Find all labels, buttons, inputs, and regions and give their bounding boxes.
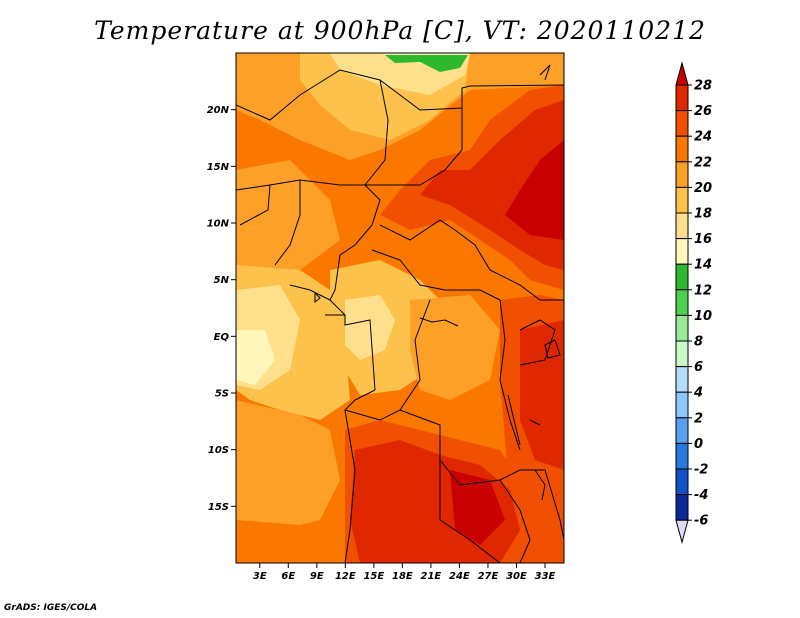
colorbar-label: 14 <box>694 258 712 273</box>
colorbar-swatch <box>675 494 689 521</box>
lat-label: 15S <box>208 502 229 513</box>
colorbar-swatch <box>675 263 689 291</box>
colorbar-swatch <box>675 340 689 368</box>
colorbar-swatch <box>675 468 689 496</box>
lon-label: 15E <box>363 571 384 582</box>
country-borders <box>236 64 564 563</box>
colorbar-label: 6 <box>694 360 703 375</box>
colorbar-label: -4 <box>694 488 708 503</box>
map-frame <box>235 52 565 564</box>
colorbar-swatch <box>675 417 689 444</box>
colorbar-swatch <box>675 314 689 342</box>
lon-label: 21E <box>421 571 442 582</box>
lat-label: 5S <box>215 389 229 400</box>
colorbar-bottom-triangle <box>675 519 689 545</box>
lon-label: 12E <box>335 571 356 582</box>
colorbar-label: 26 <box>694 104 712 119</box>
colorbar-label: 24 <box>694 130 712 145</box>
longitude-axis: 3E 6E 9E 12E 15E 18E 21E 24E 27E 30E 33E <box>253 563 556 582</box>
colorbar-label: 2 <box>694 411 703 426</box>
credit-text: GrADS: IGES/COLA <box>4 603 98 613</box>
colorbar-label: 8 <box>694 335 703 350</box>
colorbar-label: 0 <box>694 437 703 452</box>
colorbar-swatch <box>675 135 689 163</box>
colorbar-label: 20 <box>694 181 712 196</box>
colorbar-swatch <box>675 289 689 316</box>
lat-label: 10N <box>207 219 230 230</box>
colorbar-label: 18 <box>694 207 712 222</box>
colorbar-label: 10 <box>694 309 712 324</box>
map-title: Temperature at 900hPa [C], VT: 202011021… <box>94 16 706 45</box>
lon-label: 18E <box>392 571 413 582</box>
lat-label: 15N <box>207 162 230 173</box>
lon-label: 6E <box>281 571 295 582</box>
lon-label: 9E <box>310 571 324 582</box>
lon-label: 3E <box>253 571 267 582</box>
temperature-field <box>236 53 564 563</box>
lon-label: 24E <box>449 571 470 582</box>
lat-label: 10S <box>208 445 229 456</box>
colorbar-label: 28 <box>694 79 712 94</box>
lat-label: 5N <box>214 275 230 286</box>
colorbar-swatch <box>675 186 689 214</box>
lon-label: 27E <box>478 571 499 582</box>
colorbar-label: 22 <box>694 155 712 170</box>
lat-label: EQ <box>214 332 230 343</box>
colorbar-swatch <box>675 84 689 112</box>
colorbar-label: 16 <box>694 232 712 247</box>
colorbar-swatch <box>675 238 689 265</box>
colorbar-label: 12 <box>694 283 712 298</box>
colorbar-swatch <box>675 366 689 393</box>
colorbar-swatch <box>675 110 689 137</box>
colorbar-swatch <box>675 442 689 470</box>
colorbar-label: -6 <box>694 514 708 529</box>
colorbar-swatch <box>675 391 689 419</box>
latitude-axis: 20N 15N 10N 5N EQ 5S 10S 15S <box>207 105 236 513</box>
lon-label: 30E <box>506 571 527 582</box>
colorbar-swatch <box>675 161 689 188</box>
lon-label: 33E <box>535 571 556 582</box>
lat-label: 20N <box>207 105 230 116</box>
colorbar-top-triangle <box>675 61 689 86</box>
colorbar-swatch <box>675 212 689 240</box>
colorbar-label: 4 <box>693 386 703 401</box>
colorbar-label: -2 <box>694 463 708 478</box>
